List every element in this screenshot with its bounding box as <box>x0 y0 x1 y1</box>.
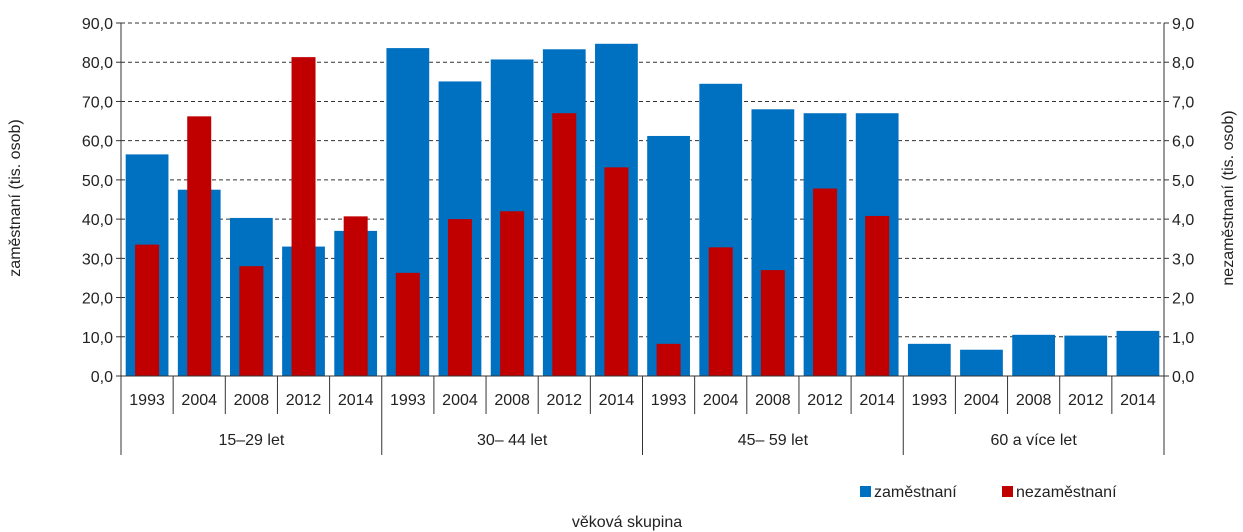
legend-swatch-unemployed <box>1002 486 1013 497</box>
axes: 0,0 10,0 20,0 30,0 40,0 50,0 60,0 70,0 80,0 90,0 0… <box>82 16 1194 386</box>
bar-unemployed <box>239 266 264 376</box>
y-left-tick-label: 90,0 <box>82 16 113 33</box>
x-tick-label-year: 2004 <box>703 392 739 409</box>
x-tick-label-year: 2008 <box>494 392 530 409</box>
x-tick-label-year: 2012 <box>286 392 322 409</box>
x-group-label: 60 a více let <box>990 432 1077 449</box>
y-left-tick-label: 10,0 <box>82 330 113 347</box>
x-group-label: 15–29 let <box>218 432 284 449</box>
y-right-tick-label: 1,0 <box>1172 330 1194 347</box>
y-right-tick-label: 3,0 <box>1172 251 1194 268</box>
x-tick-label-year: 2014 <box>859 392 895 409</box>
bar-unemployed <box>447 219 472 376</box>
bar-unemployed <box>760 270 785 376</box>
x-tick-label-year: 2004 <box>181 392 217 409</box>
y-right-tick-label: 0,0 <box>1172 369 1194 386</box>
y-left-tick-label: 30,0 <box>82 251 113 268</box>
x-tick-label-year: 1993 <box>129 392 165 409</box>
y-left-tick-label: 60,0 <box>82 134 113 151</box>
x-tick-label-year: 2004 <box>964 392 1000 409</box>
bar-unemployed <box>500 211 525 376</box>
bar-unemployed <box>656 343 681 376</box>
bar-unemployed <box>135 244 160 376</box>
bar-unemployed <box>708 247 733 376</box>
y-right-tick-label: 7,0 <box>1172 94 1194 111</box>
bar-employed <box>647 135 690 376</box>
x-tick-label-year: 2008 <box>1016 392 1052 409</box>
y-left-tick-label: 40,0 <box>82 212 113 229</box>
y-left-tick-label: 70,0 <box>82 94 113 111</box>
x-tick-label-year: 2014 <box>599 392 635 409</box>
bar-employed <box>907 343 951 376</box>
x-tick-label-year: 2004 <box>442 392 478 409</box>
employed-bars <box>125 43 1160 377</box>
y-right-tick-label: 6,0 <box>1172 134 1194 151</box>
y-left-tick-label: 0,0 <box>91 369 113 386</box>
legend: zaměstnaní nezaměstnaní <box>860 484 1117 501</box>
x-tick-label-year: 1993 <box>651 392 687 409</box>
bar-employed <box>960 349 1003 376</box>
legend-label-unemployed: nezaměstnaní <box>1016 484 1117 501</box>
bar-unemployed <box>291 57 316 377</box>
bar-unemployed <box>604 167 629 376</box>
bar-employed <box>1116 330 1160 376</box>
bar-unemployed <box>813 188 838 376</box>
bar-unemployed <box>395 272 420 376</box>
bar-unemployed <box>552 113 577 376</box>
x-tick-label-year: 1993 <box>390 392 426 409</box>
y-left-tick-label: 80,0 <box>82 55 113 72</box>
x-tick-label-year: 2014 <box>338 392 374 409</box>
x-axis-title: věková skupina <box>572 514 682 531</box>
y-left-tick-label: 50,0 <box>82 173 113 190</box>
unemployed-bars <box>135 57 890 377</box>
bar-employed <box>1064 335 1108 376</box>
bar-unemployed <box>187 116 212 377</box>
bar-employed <box>1012 334 1056 376</box>
x-tick-label-year: 1993 <box>912 392 948 409</box>
legend-swatch-employed <box>860 486 871 497</box>
x-category-labels: 1993 2004 2008 2012 2014 15–29 let 1993 2004 200… <box>120 376 1165 455</box>
y-left-tick-label: 20,0 <box>82 291 113 308</box>
legend-label-employed: zaměstnaní <box>874 484 957 501</box>
x-tick-label-year: 2008 <box>755 392 791 409</box>
x-tick-label-year: 2014 <box>1120 392 1156 409</box>
bar-unemployed <box>865 215 890 376</box>
x-group-label: 45– 59 let <box>738 432 809 449</box>
y-right-tick-label: 2,0 <box>1172 291 1194 308</box>
x-group-label: 30– 44 let <box>477 432 548 449</box>
y-right-tick-label: 9,0 <box>1172 16 1194 33</box>
y-right-tick-label: 8,0 <box>1172 55 1194 72</box>
y-right-tick-label: 4,0 <box>1172 212 1194 229</box>
x-tick-label-year: 2012 <box>807 392 843 409</box>
x-tick-label-year: 2012 <box>1068 392 1104 409</box>
x-tick-label-year: 2012 <box>546 392 582 409</box>
y-right-axis-title: nezaměstnaní (tis. osob) <box>1220 110 1237 285</box>
y-left-axis-title: zaměstnaní (tis. osob) <box>7 119 24 276</box>
x-tick-label-year: 2008 <box>234 392 270 409</box>
gridlines <box>121 22 1164 338</box>
bar-unemployed <box>343 216 368 376</box>
y-right-tick-label: 5,0 <box>1172 173 1194 190</box>
